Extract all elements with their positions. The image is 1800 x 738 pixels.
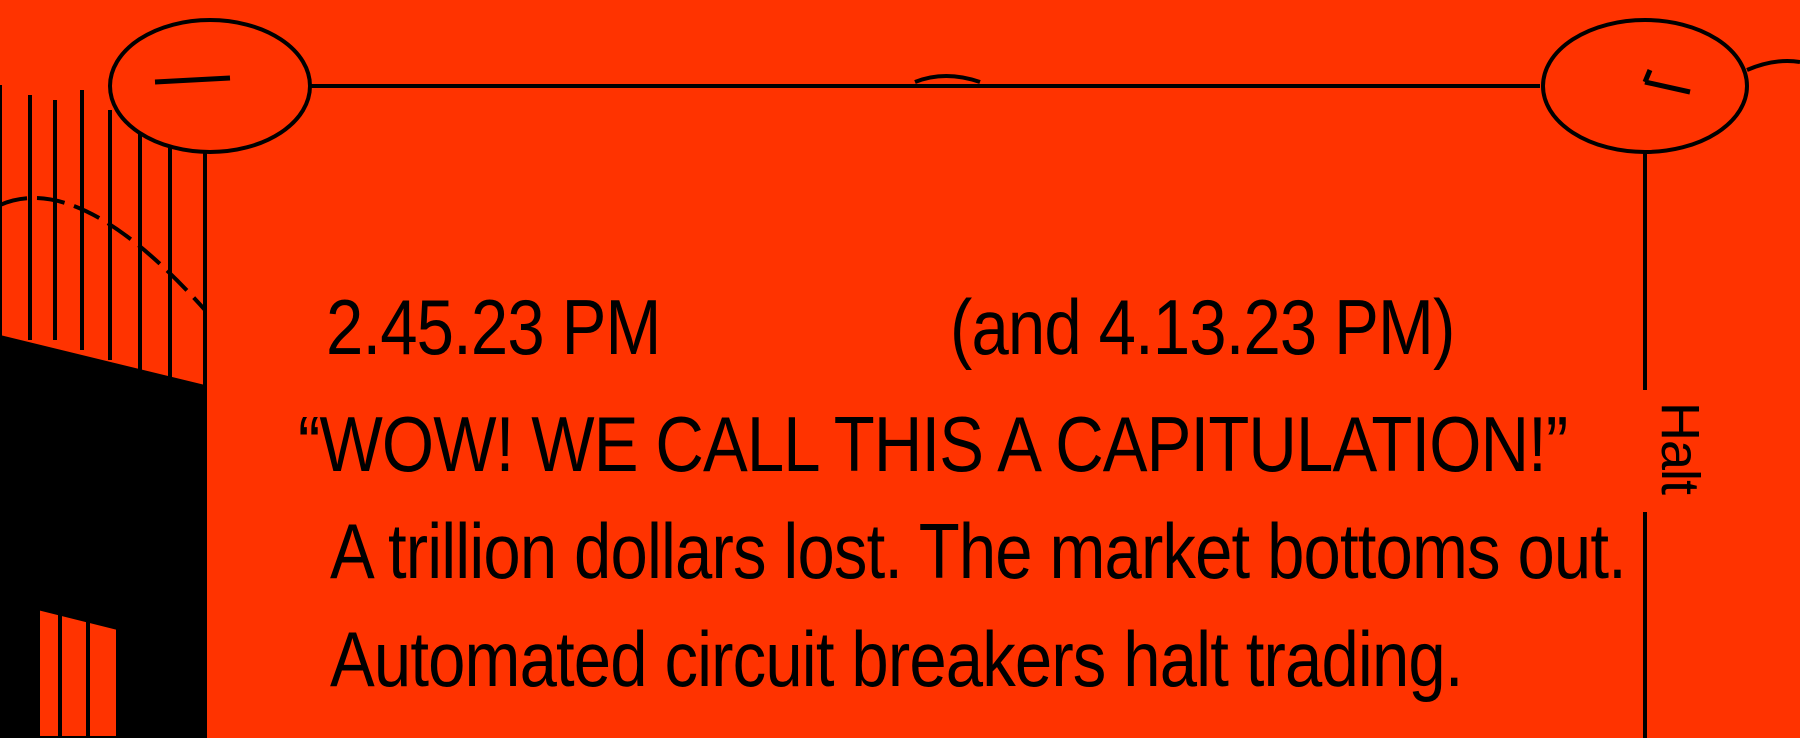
- body-line-1: A trillion dollars lost. The market bott…: [330, 507, 1627, 595]
- doorway: [36, 605, 120, 738]
- body-line-2: Automated circuit breakers halt trading.: [330, 615, 1463, 703]
- left-gauge-icon: [108, 18, 312, 154]
- halt-label: Halt: [1650, 401, 1710, 495]
- timestamp-primary: 2.45.23 PM: [326, 283, 661, 371]
- headline-quote: “WOW! WE CALL THIS A CAPITULATION!”: [298, 400, 1568, 488]
- timestamp-secondary: (and 4.13.23 PM): [950, 283, 1455, 371]
- right-gauge-icon: [1541, 18, 1800, 154]
